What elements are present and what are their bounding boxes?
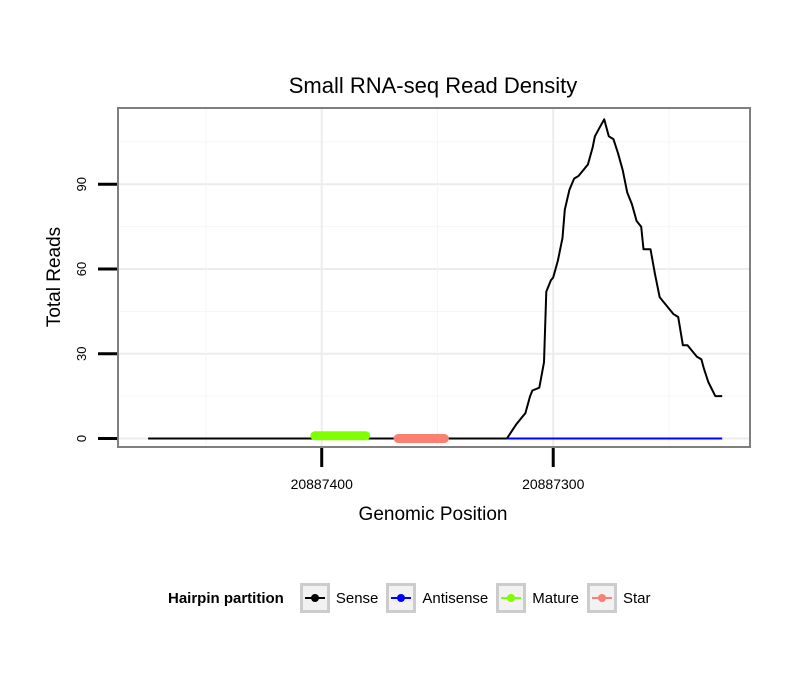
legend-key-antisense: [386, 583, 417, 613]
x-tick-label: 20887400: [291, 476, 354, 492]
legend-entry-star: Star: [586, 583, 651, 613]
x-axis: 20887400 20887300: [291, 448, 585, 492]
chart: Small RNA-seq Read Density 0 30 60 90 20887…: [44, 73, 751, 525]
legend-key-star: [586, 583, 617, 613]
series-sense: [148, 118, 723, 440]
legend-entry-antisense: Antisense: [386, 583, 488, 613]
legend-label-mature: Mature: [532, 589, 579, 607]
grid: [118, 108, 750, 447]
y-tick-label: 0: [74, 435, 89, 442]
legend-title: Hairpin partition: [168, 589, 284, 607]
plot-panel-border: [117, 107, 751, 448]
x-axis-label: Genomic Position: [359, 504, 508, 525]
y-tick-label: 90: [74, 177, 89, 191]
legend-label-antisense: Antisense: [422, 589, 489, 607]
legend-entry-mature: Mature: [496, 583, 579, 613]
x-tick-label: 20887300: [522, 476, 585, 492]
legend-entry-sense: Sense: [299, 583, 379, 613]
legend: Hairpin partition Sense Antisense Mature…: [168, 580, 658, 616]
series-layer: [148, 118, 723, 443]
chart-title: Small RNA-seq Read Density: [289, 73, 578, 98]
legend-label-sense: Sense: [335, 589, 379, 607]
point-star: [440, 435, 448, 443]
legend-key-sense: [299, 583, 330, 613]
y-axis-label: Total Reads: [44, 227, 65, 327]
y-tick-label: 60: [74, 262, 89, 276]
legend-key-mature: [496, 583, 527, 613]
point-mature: [362, 432, 370, 440]
y-tick-label: 30: [74, 347, 89, 361]
y-axis: 0 30 60 90: [74, 177, 117, 442]
legend-label-star: Star: [622, 589, 651, 607]
